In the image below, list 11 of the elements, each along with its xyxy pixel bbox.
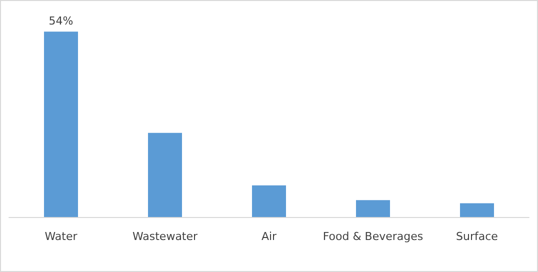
x-tick-label: Air: [261, 230, 278, 243]
x-tick-label: Wastewater: [132, 230, 198, 243]
bar: [356, 200, 390, 217]
bar: [148, 132, 182, 217]
x-tick-label: Food & Beverages: [322, 230, 424, 243]
bar: [44, 32, 78, 217]
data-label: 54%: [48, 14, 74, 28]
bar: [252, 185, 286, 217]
x-tick-label: Surface: [456, 230, 498, 243]
x-tick-label: Water: [44, 230, 78, 243]
bar: [460, 203, 494, 217]
